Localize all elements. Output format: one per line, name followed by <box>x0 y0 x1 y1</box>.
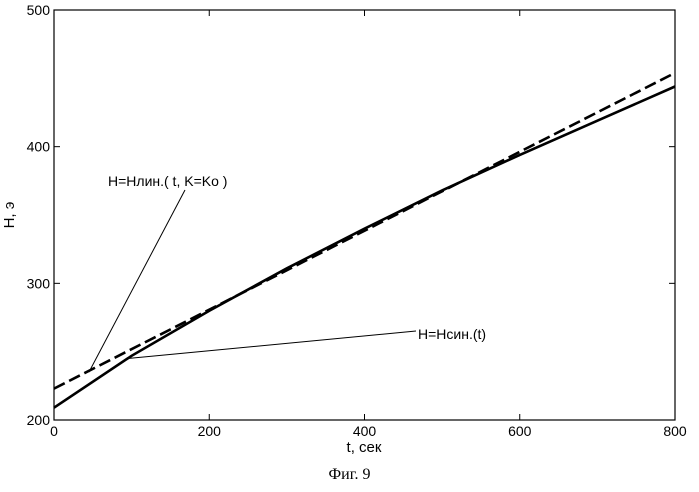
annotation-label: H=Hсин.(t) <box>418 326 486 342</box>
y-tick-label: 500 <box>27 2 51 18</box>
plot-frame <box>54 10 675 420</box>
annotations: H=Hлин.( t, K=Ko ) H=Hсин.(t) <box>89 173 486 372</box>
x-tick-label: 800 <box>663 423 687 439</box>
y-tick-label: 400 <box>27 139 51 155</box>
annotation-leader <box>89 190 185 372</box>
x-axis-label: t, сек <box>347 439 382 456</box>
figure-caption: Фиг. 9 <box>0 466 699 484</box>
x-tick-label: 200 <box>198 423 222 439</box>
annotation-label: H=Hлин.( t, K=Ko ) <box>108 173 227 189</box>
tick-labels: 0200400600800200300400500 <box>27 2 687 439</box>
series-line-1 <box>54 73 675 389</box>
y-axis-label: H, э <box>1 201 18 228</box>
series-line-2 <box>54 87 675 408</box>
x-tick-label: 400 <box>353 423 377 439</box>
y-tick-label: 200 <box>27 412 51 428</box>
series-lines <box>54 73 675 408</box>
annotation-leader <box>128 331 416 359</box>
axis-ticks <box>54 10 675 420</box>
x-tick-label: 600 <box>508 423 532 439</box>
x-tick-label: 0 <box>50 423 58 439</box>
y-tick-label: 300 <box>27 275 51 291</box>
